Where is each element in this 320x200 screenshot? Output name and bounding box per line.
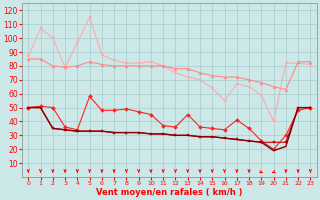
X-axis label: Vent moyen/en rafales ( km/h ): Vent moyen/en rafales ( km/h ) [96,188,243,197]
